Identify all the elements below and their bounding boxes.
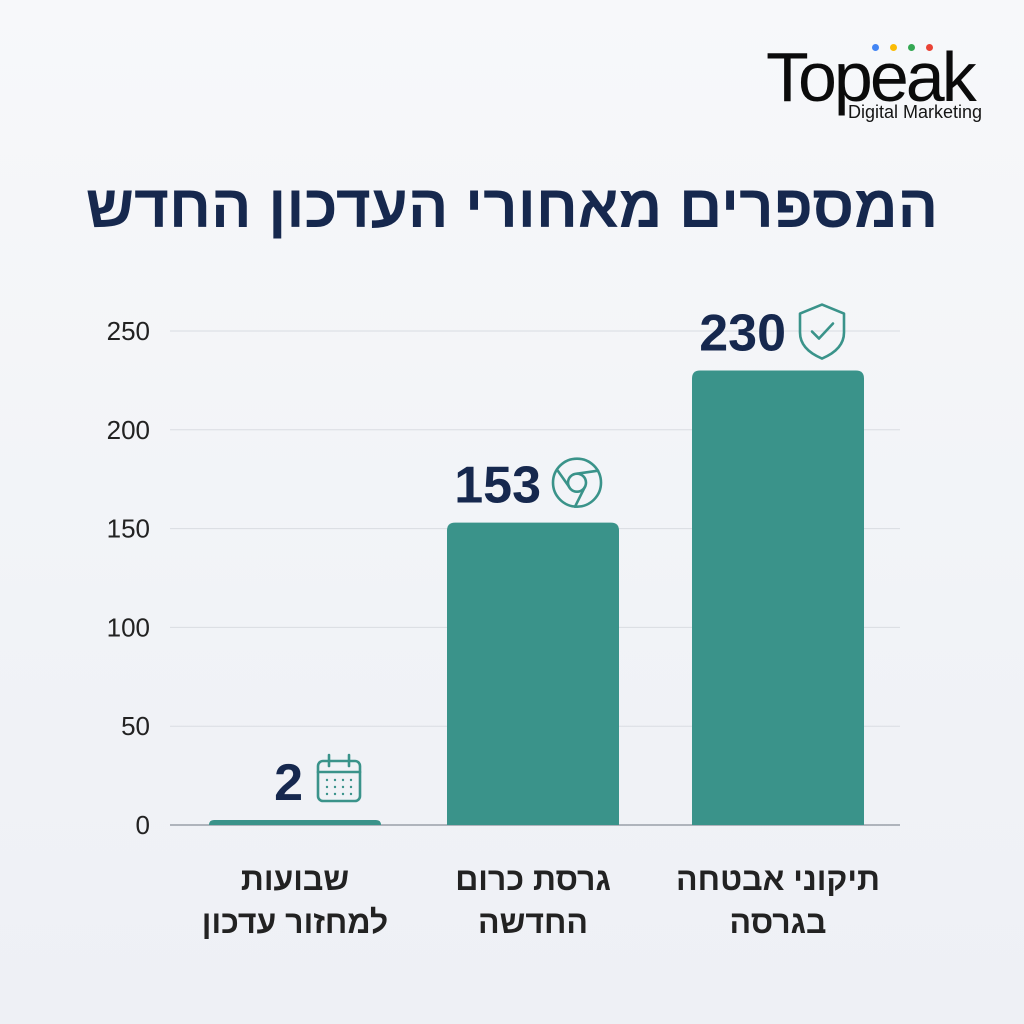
- check-mark: [810, 322, 835, 340]
- calendar-day: [341, 785, 345, 789]
- calendar-day: [349, 792, 353, 796]
- calendar-day: [333, 778, 337, 782]
- bar: [692, 370, 864, 825]
- logo-dot: [908, 44, 915, 51]
- logo-subtitle: Digital Marketing: [848, 102, 983, 122]
- bar-value-label: 153: [454, 457, 541, 515]
- bar: [209, 820, 381, 825]
- bar-value-label: 230: [699, 305, 786, 363]
- x-category-label: בגרסה: [730, 904, 827, 940]
- calendar-day: [349, 785, 353, 789]
- y-tick-label: 0: [136, 810, 150, 840]
- x-category-label: גרסת כרום: [455, 861, 611, 897]
- chrome-segment: [575, 469, 600, 475]
- calendar-day: [325, 778, 329, 782]
- calendar-day: [333, 792, 337, 796]
- logo-dot: [890, 44, 897, 51]
- chart-title: המספרים מאחורי העדכון החדש: [85, 173, 939, 240]
- logo-wordmark: Topeak: [766, 38, 977, 116]
- shield-check-icon: [798, 303, 846, 360]
- bar-value-label: 2: [274, 754, 303, 812]
- calendar-day: [341, 792, 345, 796]
- calendar-day: [341, 778, 345, 782]
- y-tick-label: 200: [107, 415, 150, 445]
- chrome-icon: [551, 457, 603, 508]
- calendar-day: [325, 792, 329, 796]
- logo-dot: [872, 44, 879, 51]
- chrome-segment: [573, 485, 587, 508]
- calendar-day: [349, 778, 353, 782]
- x-category-label: למחזור עדכון: [202, 904, 388, 940]
- x-category-label: תיקוני אבטחה: [676, 861, 880, 897]
- calendar-frame: [316, 759, 362, 803]
- x-category-label: שבועות: [241, 861, 349, 897]
- shield-outline: [798, 303, 846, 360]
- calendar-day: [325, 785, 329, 789]
- calendar-icon: [316, 753, 362, 803]
- brand-logo: Topeak Digital Marketing: [760, 38, 1000, 128]
- y-tick-label: 150: [107, 514, 150, 544]
- x-category-label: החדשה: [478, 904, 588, 940]
- chrome-segment: [555, 468, 571, 488]
- bar: [447, 522, 619, 825]
- calendar-day: [333, 785, 337, 789]
- y-tick-label: 100: [107, 612, 150, 642]
- y-tick-label: 250: [107, 316, 150, 346]
- chrome-outer: [551, 457, 603, 508]
- logo-dot: [926, 44, 933, 51]
- y-tick-label: 50: [121, 711, 150, 741]
